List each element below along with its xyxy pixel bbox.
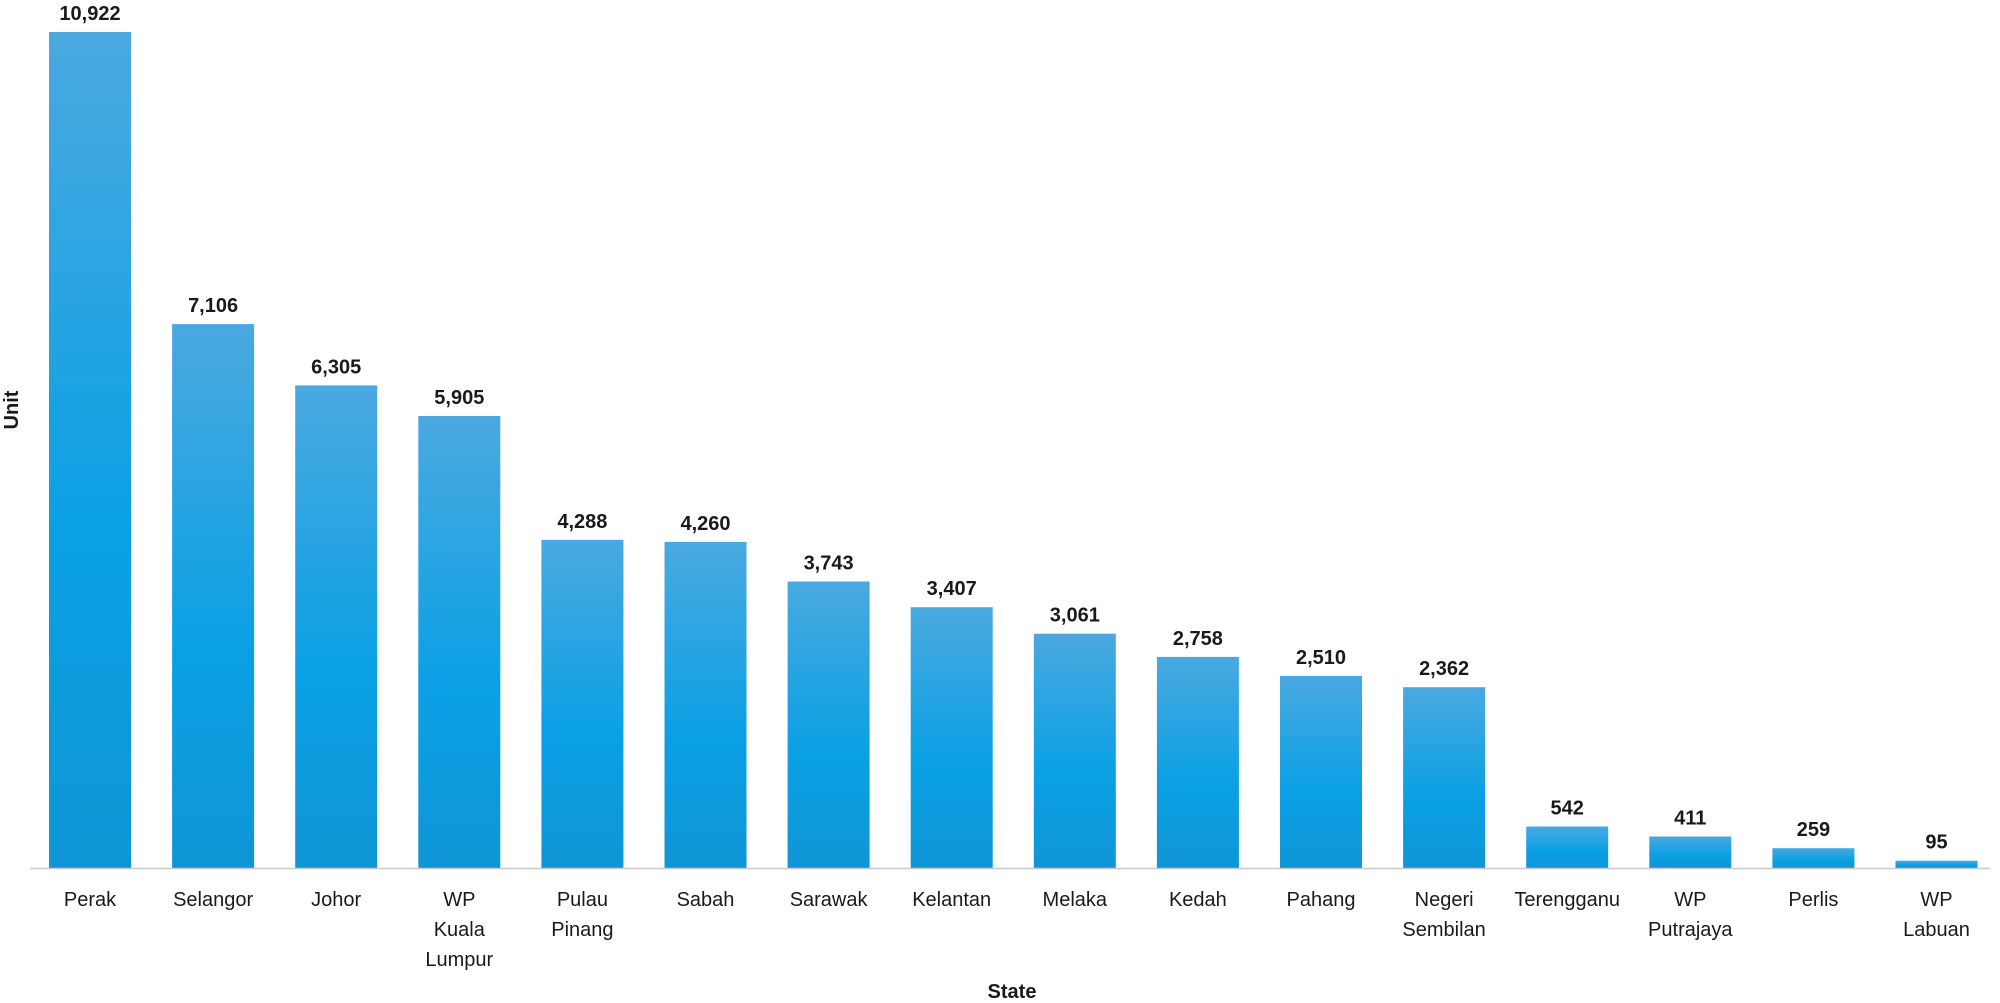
data-label: 3,407: [927, 578, 977, 600]
x-tick-label-line: Sembilan: [1402, 919, 1485, 941]
x-tick-label: Perak: [64, 889, 117, 911]
x-tick-label-line: Sabah: [677, 889, 735, 911]
data-label: 7,106: [188, 295, 238, 317]
x-tick-label: Kelantan: [912, 889, 991, 911]
data-label: 4,260: [680, 513, 730, 535]
data-label: 4,288: [557, 511, 607, 533]
x-tick-label: Sabah: [677, 889, 735, 911]
x-tick-label-line: Perak: [64, 889, 117, 911]
x-tick-label: Perlis: [1788, 889, 1838, 911]
x-tick-label: Negeri Sembilan: [1402, 889, 1485, 941]
x-tick-label-line: Kelantan: [912, 889, 991, 911]
data-label: 5,905: [434, 387, 484, 409]
data-label: 6,305: [311, 356, 361, 378]
x-tick-label: WP Putrajaya: [1648, 889, 1733, 941]
bar-melaka: [1033, 633, 1116, 868]
data-label: 2,758: [1173, 628, 1223, 650]
x-tick-label-line: WP: [1920, 889, 1952, 911]
bar-perlis: [1772, 848, 1855, 868]
x-tick-label: WP Kuala Lumpur: [425, 889, 493, 971]
bar-negeri-sembilan: [1403, 687, 1486, 868]
x-tick-label-line: Negeri: [1415, 889, 1474, 911]
bar-perak: [49, 32, 131, 868]
x-tick-label: Johor: [311, 889, 361, 911]
x-tick-label-line: Perlis: [1788, 889, 1838, 911]
x-tick-label: Pulau Pinang: [551, 889, 613, 941]
x-tick-label-line: WP: [443, 889, 475, 911]
x-tick-label-line: Pulau: [557, 889, 608, 911]
bar-sabah: [664, 541, 747, 868]
x-tick-label-line: Lumpur: [425, 949, 493, 971]
x-tick-label-line: Selangor: [173, 889, 253, 911]
x-tick-label: Kedah: [1169, 889, 1227, 911]
bar-wp-putrajaya: [1649, 836, 1732, 868]
bar-kedah: [1156, 656, 1239, 868]
x-tick-label: Terengganu: [1514, 889, 1620, 911]
x-tick-label-line: Sarawak: [790, 889, 869, 911]
data-label: 2,510: [1296, 647, 1346, 669]
data-label: 259: [1797, 819, 1830, 841]
bar-pulau-pinang: [541, 539, 624, 868]
bars-layer: [49, 32, 1978, 869]
value-labels-layer: 10,922 7,106 6,305 5,905 4,288 4,260 3,743 3,40…: [59, 3, 1947, 854]
x-tick-label: WP Labuan: [1903, 889, 1970, 941]
x-tick-label-line: Labuan: [1903, 919, 1970, 941]
x-tick-label-line: Kedah: [1169, 889, 1227, 911]
x-tick-label: Sarawak: [790, 889, 869, 911]
x-tick-label: Melaka: [1043, 889, 1108, 911]
x-tick-label-line: Putrajaya: [1648, 919, 1733, 941]
data-label: 542: [1551, 798, 1584, 820]
bar-kelantan: [910, 607, 993, 868]
data-label: 3,061: [1050, 605, 1100, 627]
x-tick-label: Selangor: [173, 889, 253, 911]
bar-terengganu: [1526, 826, 1609, 868]
bar-sarawak: [787, 581, 870, 868]
bar-johor: [295, 385, 378, 868]
x-axis-title: State: [988, 981, 1037, 1003]
x-tick-label-line: Johor: [311, 889, 361, 911]
data-label: 411: [1674, 808, 1706, 830]
data-label: 95: [1925, 832, 1947, 854]
bar-wp-kuala-lumpur: [418, 416, 501, 868]
x-tick-label-line: Melaka: [1043, 889, 1108, 911]
x-tick-labels: Perak Selangor Johor WP Kuala Lumpur Pulau Pina…: [64, 889, 1970, 971]
bar-wp-labuan: [1895, 860, 1978, 868]
y-axis-title: Unit: [1, 390, 23, 429]
x-tick-label-line: Pinang: [551, 919, 613, 941]
data-label: 2,362: [1419, 658, 1469, 680]
x-tick-label: Pahang: [1287, 889, 1356, 911]
x-tick-label-line: Terengganu: [1514, 889, 1620, 911]
bar-selangor: [172, 324, 255, 869]
data-label: 10,922: [59, 3, 120, 25]
data-label: 3,743: [804, 553, 854, 575]
x-tick-label-line: WP: [1674, 889, 1706, 911]
x-tick-label-line: Kuala: [434, 919, 486, 941]
x-tick-label-line: Pahang: [1287, 889, 1356, 911]
bar-pahang: [1280, 675, 1362, 868]
